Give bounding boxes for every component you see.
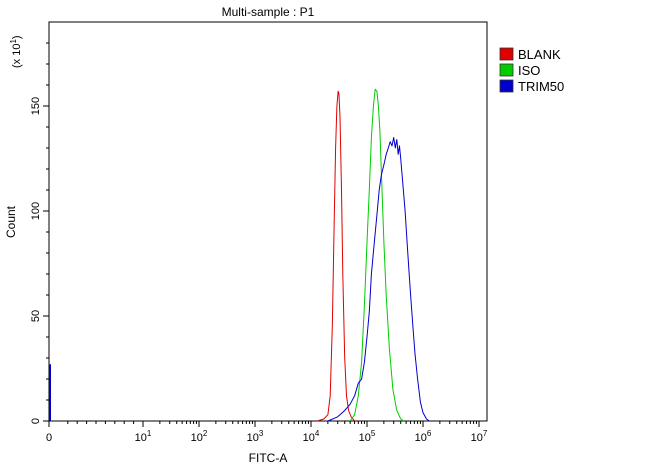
x-tick-label: 104 [303, 429, 320, 444]
y-tick-label: 100 [30, 202, 42, 220]
legend-swatch [499, 79, 514, 93]
series-line-trim50 [327, 137, 430, 422]
x-tick-base: 10 [471, 432, 483, 444]
y-multiplier-label: (x 101) [9, 35, 23, 68]
series-line-iso [349, 88, 404, 422]
y-multiplier-text: (x 10 [11, 44, 23, 68]
legend-swatch [499, 47, 514, 61]
plot-area [48, 21, 488, 422]
x-tick-base: 0 [46, 432, 52, 444]
y-tick-label: 0 [30, 418, 42, 424]
x-tick-exponent: 4 [315, 429, 320, 438]
x-tick-label: 101 [135, 429, 152, 444]
x-tick-label: 105 [359, 429, 376, 444]
x-tick-base: 10 [191, 432, 203, 444]
x-tick-exponent: 3 [259, 429, 264, 438]
series-group [317, 88, 430, 422]
plot-frame [48, 21, 488, 422]
legend-label: TRIM50 [518, 79, 564, 94]
x-tick-label: 106 [415, 429, 432, 444]
legend-label: BLANK [518, 47, 561, 62]
x-tick-exponent: 5 [371, 429, 376, 438]
y-tick-label: 150 [30, 97, 42, 115]
x-tick-exponent: 1 [147, 429, 152, 438]
x-tick-label: 103 [247, 429, 264, 444]
x-tick-base: 10 [415, 432, 427, 444]
x-tick-exponent: 2 [203, 429, 208, 438]
x-axis-label: FITC-A [249, 451, 288, 465]
y-multiplier-close: ) [11, 35, 23, 39]
x-tick-label: 102 [191, 429, 208, 444]
legend-swatch [499, 63, 514, 77]
y-axis-label: Count [4, 205, 18, 238]
series-line-blank [317, 90, 355, 422]
legend-label: ISO [518, 63, 540, 78]
x-tick-exponent: 7 [483, 429, 488, 438]
x-tick-base: 10 [247, 432, 259, 444]
y-multiplier-exponent: 1 [9, 39, 18, 44]
x-tick-exponent: 6 [427, 429, 432, 438]
x-tick-label: 0 [46, 432, 52, 444]
x-tick-base: 10 [135, 432, 147, 444]
x-tick-base: 10 [359, 432, 371, 444]
y-tick-label: 50 [30, 310, 42, 322]
chart-title: Multi-sample : P1 [222, 5, 315, 19]
x-tick-base: 10 [303, 432, 315, 444]
x-tick-label: 107 [471, 429, 488, 444]
